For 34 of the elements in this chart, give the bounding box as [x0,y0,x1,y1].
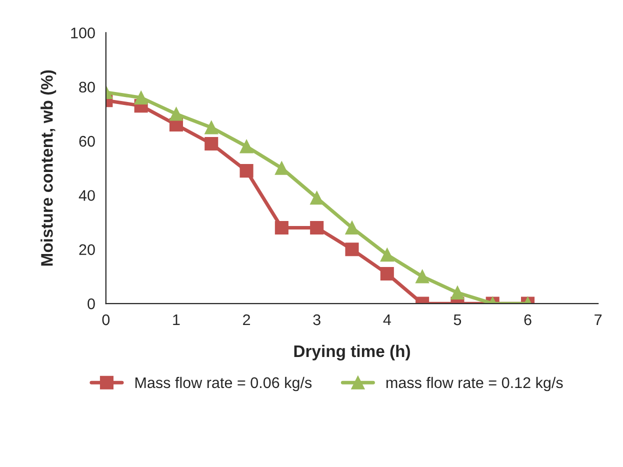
point [274,220,288,234]
x-tick-label: 6 [524,314,532,326]
point [134,90,148,104]
legend-label: mass flow rate = 0.12 kg/s [386,376,563,392]
x-tick-label: 0 [102,314,110,326]
point [450,286,464,300]
point [416,270,430,284]
y-tick-label: 100 [71,28,95,38]
point [380,266,394,281]
point [345,242,359,256]
x-tick-label: 1 [173,314,180,326]
point [274,161,288,175]
y-tick-label: 0 [88,298,95,310]
point [204,136,218,151]
point [169,107,183,121]
y-axis-title: Moisture content, wb (%) [40,70,56,266]
point [380,248,394,262]
x-tick-label: 5 [454,314,462,326]
legend-label: Mass flow rate = 0.06 kg/s [135,376,312,392]
x-tick-label: 3 [313,314,320,326]
x-tick-label: 7 [594,314,602,326]
x-tick-label: 4 [383,314,391,326]
x-axis-title: Drying time (h) [294,344,410,360]
y-tick-label: 60 [79,136,95,147]
point [345,220,359,234]
y-tick-label: 40 [78,190,95,201]
point [240,140,254,154]
x-tick-label: 2 [243,314,250,326]
point [310,220,324,234]
y-tick-label: 20 [79,244,95,256]
point [310,191,324,205]
point [204,120,218,134]
point [240,164,254,178]
y-tick-label: 80 [79,82,95,93]
